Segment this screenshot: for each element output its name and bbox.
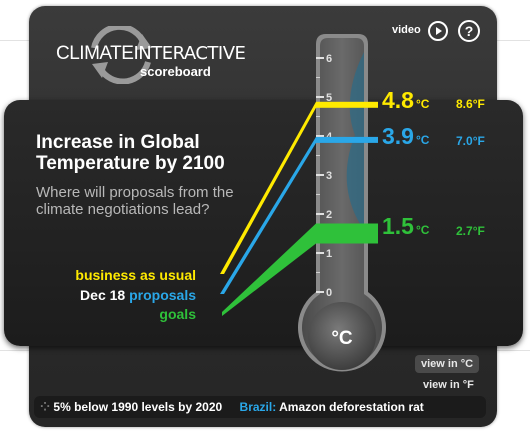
climate-interactive-logo: CLIMATEINTERACTIVE scoreboard — [52, 26, 246, 88]
goals-fahrenheit-value: 2.7 — [456, 224, 473, 238]
scale-tick-label: 1 — [326, 248, 332, 260]
band-business-as-usual — [316, 101, 378, 108]
scale-tick-label: 2 — [326, 209, 332, 221]
proposals-celsius-value: 3.9 — [382, 123, 414, 149]
proposals-fahrenheit-unit: °F — [472, 134, 485, 148]
reading-bands — [220, 101, 378, 316]
scale-tick-label: 5 — [326, 92, 332, 104]
thermometer-bulb — [308, 302, 376, 370]
ticker-item-1[interactable]: 5% below 1990 levels by 2020 — [53, 400, 223, 414]
goals-celsius-unit: °C — [415, 223, 430, 237]
legend-goals: goals — [159, 306, 196, 322]
play-icon — [436, 27, 442, 35]
reading-business-as-usual-c: 4.8 °C — [382, 87, 429, 114]
help-icon: ? — [464, 23, 474, 39]
video-link[interactable]: video — [392, 24, 421, 36]
scale-tick-label: 3 — [326, 170, 332, 182]
band-goals — [316, 223, 378, 244]
subtitle-question: Where will proposals from the climate ne… — [36, 184, 234, 218]
scale-tick-label: 0 — [326, 287, 332, 299]
view-fahrenheit-button[interactable]: view in °F — [423, 379, 474, 391]
ticker-item-2-text[interactable]: Amazon deforestation rat — [279, 400, 424, 414]
bau-fahrenheit-unit: °F — [472, 97, 485, 111]
reading-goals-c: 1.5 °C — [382, 213, 429, 240]
logo-wordmark: CLIMATEINTERACTIVE — [56, 43, 246, 65]
logo-climate: CLIMATE — [56, 43, 134, 64]
thermometer-unit-label: °C — [331, 328, 353, 349]
legend-proposals-label: proposals — [129, 287, 196, 303]
reading-goals-f: 2.7°F — [456, 224, 485, 238]
help-button[interactable]: ? — [458, 20, 480, 42]
legend-proposals: Dec 18 proposals — [80, 287, 196, 303]
goals-celsius-value: 1.5 — [382, 213, 414, 239]
connector-proposals — [220, 136, 316, 294]
band-proposals — [316, 136, 378, 143]
legend-business-as-usual: business as usual — [75, 267, 196, 283]
ticker-item-2-label[interactable]: Brazil: — [239, 400, 277, 414]
logo-scoreboard: scoreboard — [140, 64, 211, 79]
reading-business-as-usual-f: 8.6°F — [456, 97, 485, 111]
recycle-arrows-icon — [91, 26, 152, 84]
connector-business-as-usual — [220, 101, 316, 274]
logo-interactive: INTERACTIVE — [133, 43, 246, 64]
bau-celsius-value: 4.8 — [382, 87, 414, 113]
reading-proposals-c: 3.9 °C — [382, 123, 429, 150]
reading-proposals-f: 7.0°F — [456, 134, 485, 148]
news-ticker[interactable]: ⁘ 5% below 1990 levels by 2020 Brazil: A… — [34, 396, 486, 418]
page-title: Increase in Global Temperature by 2100 — [36, 132, 225, 174]
view-celsius-button[interactable]: view in °C — [415, 355, 480, 373]
proposals-celsius-unit: °C — [415, 133, 430, 147]
goals-fahrenheit-unit: °F — [472, 224, 485, 238]
ticker-bullet-icon: ⁘ — [40, 400, 51, 414]
connector-goals — [222, 223, 316, 316]
legend-dec18: Dec 18 — [80, 287, 126, 303]
proposals-fahrenheit-value: 7.0 — [456, 134, 473, 148]
scale-tick-label: 6 — [326, 53, 332, 65]
bau-fahrenheit-value: 8.6 — [456, 97, 473, 111]
play-button[interactable] — [428, 21, 448, 41]
bau-celsius-unit: °C — [415, 97, 430, 111]
